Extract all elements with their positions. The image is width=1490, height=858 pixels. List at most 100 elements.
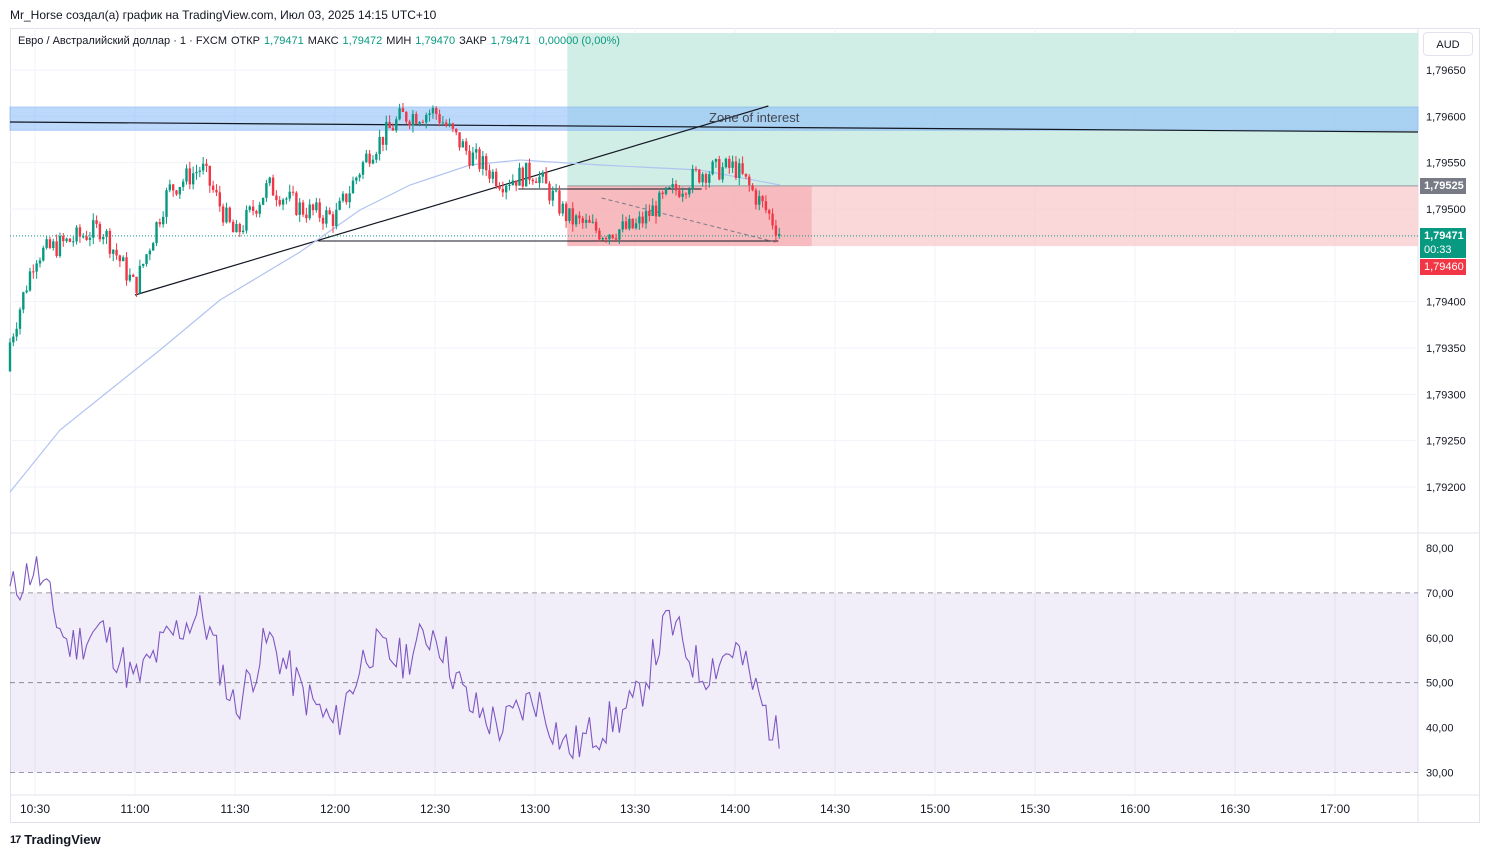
tradingview-icon: 17 <box>10 833 21 846</box>
candle-body <box>425 114 428 123</box>
candle-body <box>268 177 271 184</box>
candle-body <box>275 195 278 201</box>
candle-body <box>744 173 748 177</box>
candle-body <box>388 121 391 129</box>
candle-body <box>241 230 245 233</box>
candle-body <box>534 181 538 183</box>
candle-body <box>358 174 361 178</box>
time-tick-label: 14:00 <box>720 802 750 816</box>
candle-body <box>601 237 604 240</box>
time-tick-label: 17:00 <box>1320 802 1350 816</box>
candle-body <box>711 161 714 175</box>
candle-body <box>361 162 365 175</box>
candle-body <box>608 234 611 240</box>
candle-body <box>25 290 28 293</box>
candle-body <box>338 200 341 210</box>
candle-body <box>435 108 438 115</box>
candle-body <box>105 230 108 237</box>
candle-body <box>398 108 401 120</box>
candle-body <box>764 201 768 211</box>
candle-body <box>231 221 235 233</box>
candle-body <box>478 149 481 170</box>
rsi-tick-label: 40,00 <box>1426 723 1454 735</box>
candle-body <box>684 193 688 195</box>
candle-body <box>544 172 548 184</box>
candle-body <box>325 210 328 224</box>
candle-body <box>305 214 308 219</box>
tradingview-logo[interactable]: 17 TradingView <box>10 832 101 847</box>
candle-body <box>751 185 754 191</box>
candle-body <box>92 220 95 238</box>
candle-body <box>504 185 508 193</box>
resistance-trendline <box>9 121 1419 133</box>
candle-body <box>688 189 691 195</box>
candle-body <box>701 174 704 183</box>
candle-body <box>168 184 172 191</box>
legend-low-label: МИН <box>386 35 412 47</box>
candle-body <box>618 229 621 240</box>
candle-body <box>28 271 32 291</box>
candle-body <box>778 234 781 236</box>
candle-body <box>704 174 708 183</box>
candle-body <box>285 198 288 200</box>
candle-body <box>238 223 241 233</box>
candle-body <box>654 205 658 217</box>
candle-body <box>698 169 701 183</box>
candle-body <box>558 190 561 214</box>
time-tick-label: 16:00 <box>1120 802 1150 816</box>
candle-body <box>428 113 431 115</box>
candle-body <box>651 205 654 216</box>
candle-body <box>761 196 764 202</box>
candle-body <box>681 193 684 197</box>
candle-body <box>524 162 528 187</box>
candle-body <box>85 236 88 240</box>
candle-body <box>518 167 521 186</box>
candle-body <box>78 227 82 237</box>
candle-body <box>498 186 501 189</box>
candle-body <box>588 219 591 223</box>
candle-body <box>611 234 614 239</box>
candle-body <box>72 241 75 243</box>
candle-body <box>581 218 584 223</box>
candle-body <box>48 239 52 249</box>
candle-body <box>341 193 345 201</box>
currency-selector[interactable]: AUD <box>1423 32 1473 56</box>
candle-body <box>335 209 338 227</box>
price-tick-label: 1,79350 <box>1426 343 1466 355</box>
candle-body <box>511 180 515 186</box>
symbol-legend: Евро / Австралийский доллар · 1 · FXCM О… <box>18 35 620 47</box>
candle-body <box>115 249 118 256</box>
tradingview-brand: TradingView <box>24 832 101 847</box>
candle-body <box>661 192 664 194</box>
candle-body <box>674 184 678 191</box>
candle-body <box>638 216 641 224</box>
candle-body <box>465 141 468 151</box>
candle-body <box>574 215 578 225</box>
candle-body <box>122 257 125 262</box>
candle-body <box>411 114 415 126</box>
candle-body <box>438 114 441 124</box>
candle-body <box>771 213 774 226</box>
candle-body <box>728 158 731 168</box>
candle-body <box>484 156 488 171</box>
rsi-tick-label: 30,00 <box>1426 768 1454 780</box>
rsi-line <box>9 556 780 760</box>
candle-body <box>445 122 448 126</box>
candle-body <box>22 292 25 310</box>
candle-body <box>554 190 558 192</box>
candle-body <box>668 187 671 189</box>
time-tick-label: 14:30 <box>820 802 850 816</box>
candle-body <box>718 159 721 180</box>
candle-body <box>58 236 62 257</box>
candle-body <box>138 265 142 293</box>
candle-body <box>641 216 644 224</box>
candle-body <box>531 179 535 182</box>
zone-label: Zone of interest <box>709 110 800 125</box>
candle-body <box>68 238 72 242</box>
candle-body <box>548 183 551 201</box>
candle-body <box>145 254 148 264</box>
rsi-tick-label: 70,00 <box>1426 588 1454 600</box>
legend-symbol[interactable]: Евро / Австралийский доллар · 1 · FXCM <box>18 35 227 47</box>
candle-body <box>748 176 751 186</box>
